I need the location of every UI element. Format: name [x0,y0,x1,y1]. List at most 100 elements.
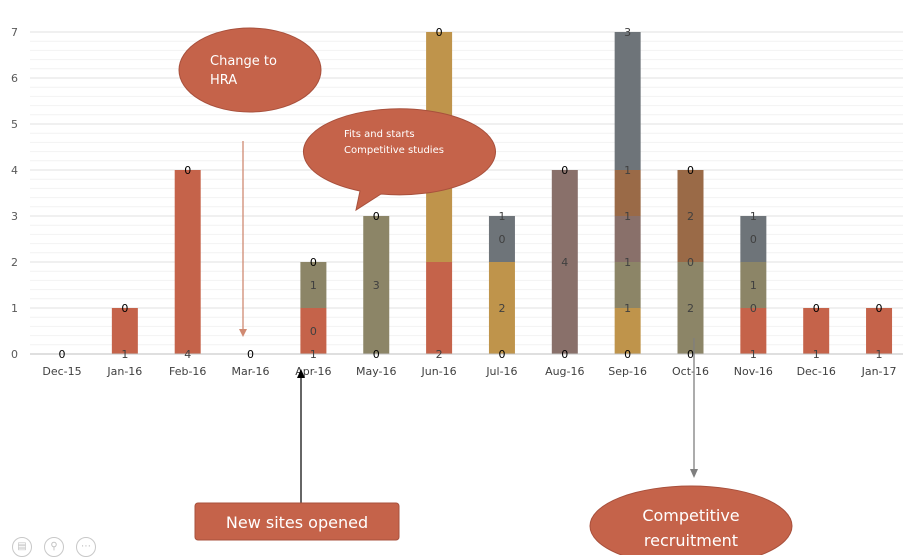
data-label: 0 [373,210,380,223]
bar-segment [614,262,641,308]
bars [111,32,893,354]
x-tick-label: Jan-16 [106,365,142,378]
y-tick-label: 1 [11,302,18,315]
annotation-fits-and-starts: Fits and starts Competitive studies [303,108,496,212]
data-labels: 0 1 0 4 0 0 1 0 1 0 0 3 0 2 0 0 2 0 1 0 4 0 0 1 1 1 1 3 0 2 0 2 0 1 0 1 0 1 1 0… [59,26,883,361]
annotation-competitive-recruitment: Competitive recruitment [589,338,793,559]
bar-segment [488,262,515,354]
data-label: 1 [750,279,757,292]
x-tick-label: Apr-16 [295,365,331,378]
bar-segment [740,308,767,354]
data-label: 0 [876,302,883,315]
zoom-control-icon[interactable]: ⚲ [44,537,64,557]
data-label: 0 [184,164,191,177]
data-label: 0 [498,233,505,246]
data-label: 0 [310,325,317,338]
y-tick-label: 2 [11,256,18,269]
bar-segment [614,308,641,354]
bar-segment [300,308,327,354]
bar-segment [614,216,641,262]
x-tick-label: Dec-16 [797,365,836,378]
bar-segment [803,308,830,354]
data-label: 0 [59,348,66,361]
y-tick-label: 5 [11,118,18,131]
gridlines [30,31,903,346]
y-axis: 0 1 2 3 4 5 6 7 [11,26,18,361]
competitive-callout-bubble [589,485,793,559]
competitive-callout-line2: recruitment [644,531,738,550]
data-label: 4 [184,348,191,361]
bar-segment [740,216,767,262]
competitive-arrow-head [690,469,698,478]
data-label: 0 [624,348,631,361]
x-tick-label: Jun-16 [421,365,457,378]
data-label: 0 [561,348,568,361]
x-tick-label: Feb-16 [169,365,206,378]
bar-segment [614,32,641,170]
data-label: 0 [436,26,443,39]
y-tick-label: 4 [11,164,18,177]
data-label: 2 [687,210,694,223]
data-label: 0 [687,256,694,269]
annotation-change-to-hra: Change to HRA [178,27,322,337]
data-label: 2 [436,348,443,361]
x-tick-label: Jul-16 [485,365,517,378]
data-label: 1 [310,279,317,292]
bar-segment [677,262,704,354]
x-tick-label: Aug-16 [545,365,584,378]
new-sites-arrow-head [297,369,305,378]
data-label: 0 [750,302,757,315]
x-tick-label: May-16 [356,365,397,378]
x-tick-label: Nov-16 [734,365,773,378]
data-label: 1 [876,348,883,361]
x-tick-label: Sep-16 [608,365,647,378]
bar-segment [426,262,453,354]
x-axis: Dec-15 Jan-16 Feb-16 Mar-16 Apr-16 May-16 Jun-… [30,353,903,378]
data-label: 3 [624,26,631,39]
data-label: 0 [247,348,254,361]
data-label: 1 [624,302,631,315]
x-tick-label: Jan-17 [861,365,897,378]
data-label: 1 [624,164,631,177]
hra-callout-bubble [178,27,322,113]
data-label: 1 [624,210,631,223]
data-label: 1 [750,348,757,361]
data-label: 1 [310,348,317,361]
data-label: 0 [750,233,757,246]
more-control-icon[interactable]: ⋯ [76,537,96,557]
new-sites-callout-text: New sites opened [226,513,368,532]
hra-arrow-head [239,329,247,337]
bar-segment [363,216,390,354]
data-label: 0 [813,302,820,315]
bar-segment [551,170,578,354]
fits-callout-bubble [303,108,496,212]
bar-segment [740,262,767,308]
data-label: 0 [687,348,694,361]
data-label: 1 [624,256,631,269]
bar-segment [111,308,138,354]
bar-segment [866,308,893,354]
data-label: 0 [561,164,568,177]
data-label: 1 [121,348,128,361]
bar-segment [300,262,327,308]
fits-callout-line2: Competitive studies [344,145,444,156]
data-label: 1 [750,210,757,223]
annotation-new-sites-opened: New sites opened [194,369,400,541]
data-label: 2 [687,302,694,315]
bar-segment [677,170,704,262]
data-label: 1 [813,348,820,361]
first-page-control-icon[interactable]: ▤ [12,537,32,557]
y-tick-label: 3 [11,210,18,223]
bar-segment [174,170,201,354]
hra-callout-line2: HRA [210,73,237,88]
x-tick-label: Mar-16 [232,365,270,378]
data-label: 0 [373,348,380,361]
y-tick-label: 7 [11,26,18,39]
new-sites-callout-box [194,502,400,541]
hra-callout-line1: Change to [210,54,277,69]
x-tick-label: Oct-16 [672,365,709,378]
data-label: 2 [498,302,505,315]
data-label: 3 [373,279,380,292]
